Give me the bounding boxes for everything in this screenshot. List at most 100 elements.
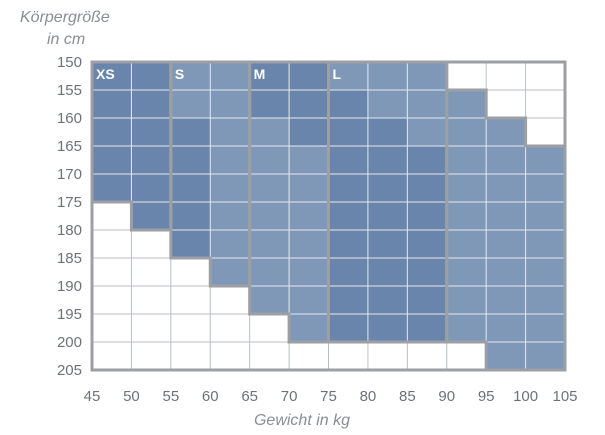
cell-xl-100-180 xyxy=(525,230,565,258)
y-tick-label: 165 xyxy=(57,138,82,155)
cell-empty-45-185 xyxy=(92,258,132,286)
cell-empty-100-155 xyxy=(525,90,565,118)
cell-empty-55-190 xyxy=(170,286,211,314)
cell-m-65-165 xyxy=(249,146,290,174)
cell-empty-60-200 xyxy=(210,342,250,370)
cell-l-85-175 xyxy=(407,202,447,230)
cell-empty-45-190 xyxy=(92,286,132,314)
cell-empty-70-200 xyxy=(289,342,329,370)
cell-m-65-185 xyxy=(249,258,290,286)
cell-m-65-180 xyxy=(249,230,290,258)
cell-xl-95-185 xyxy=(486,258,526,286)
cell-m-70-190 xyxy=(289,286,329,314)
cell-xl-100-175 xyxy=(525,202,565,230)
size-label-s: S xyxy=(175,66,184,82)
y-axis-title-line1: Körpergröße xyxy=(20,9,110,26)
size-label-xs: XS xyxy=(96,66,115,82)
size-cells xyxy=(92,62,565,370)
cell-empty-100-150 xyxy=(525,62,565,90)
cell-m-65-190 xyxy=(249,286,290,314)
cell-m-70-155 xyxy=(289,90,329,118)
cell-xl-90-155 xyxy=(446,90,487,118)
cell-m-70-150 xyxy=(289,62,329,90)
cell-xl-90-185 xyxy=(446,258,487,286)
cell-empty-45-200 xyxy=(92,342,132,370)
x-axis-title: Gewicht in kg xyxy=(254,412,350,429)
cell-xs-45-170 xyxy=(92,174,132,202)
cell-xl-90-190 xyxy=(446,286,487,314)
cell-l-75-155 xyxy=(328,90,368,118)
cell-s-60-185 xyxy=(210,258,250,286)
cell-m-70-165 xyxy=(289,146,329,174)
y-tick-label: 190 xyxy=(57,278,82,295)
x-tick-label: 90 xyxy=(438,388,455,405)
y-tick-label: 155 xyxy=(57,82,82,99)
y-axis-title-line2: in cm xyxy=(47,31,85,48)
cell-xs-50-170 xyxy=(131,174,171,202)
cell-xl-90-165 xyxy=(446,146,487,174)
cell-m-70-180 xyxy=(289,230,329,258)
cell-xl-95-160 xyxy=(486,118,526,146)
cell-empty-55-195 xyxy=(170,314,211,342)
cell-s-60-165 xyxy=(210,146,250,174)
cell-l-75-160 xyxy=(328,118,368,146)
x-tick-label: 75 xyxy=(320,388,337,405)
cell-xs-50-175 xyxy=(131,202,171,230)
cell-s-60-180 xyxy=(210,230,250,258)
cell-xl-95-180 xyxy=(486,230,526,258)
cell-l-80-175 xyxy=(367,202,408,230)
cell-xs-45-150 xyxy=(92,62,132,90)
cell-l-75-150 xyxy=(328,62,368,90)
cell-l-75-185 xyxy=(328,258,368,286)
cell-empty-65-200 xyxy=(249,342,290,370)
cell-l-80-155 xyxy=(367,90,408,118)
x-tick-label: 50 xyxy=(123,388,140,405)
cell-empty-55-185 xyxy=(170,258,211,286)
cell-l-75-195 xyxy=(328,314,368,342)
cell-s-55-180 xyxy=(170,230,211,258)
y-tick-label: 185 xyxy=(57,250,82,267)
cell-l-80-150 xyxy=(367,62,408,90)
size-labels: XS S M L xyxy=(96,66,342,82)
cell-xl-90-170 xyxy=(446,174,487,202)
cell-empty-90-150 xyxy=(446,62,487,90)
chart-frame xyxy=(90,60,567,372)
cell-l-80-170 xyxy=(367,174,408,202)
y-tick-label: 200 xyxy=(57,334,82,351)
cell-xl-90-175 xyxy=(446,202,487,230)
cell-s-60-175 xyxy=(210,202,250,230)
y-tick-label: 160 xyxy=(57,110,82,127)
cell-l-80-165 xyxy=(367,146,408,174)
y-tick-label: 205 xyxy=(57,362,82,379)
x-tick-label: 70 xyxy=(281,388,298,405)
cell-s-60-150 xyxy=(210,62,250,90)
x-tick-label: 100 xyxy=(513,388,538,405)
cell-m-70-195 xyxy=(289,314,329,342)
cell-s-55-155 xyxy=(170,90,211,118)
cell-empty-50-190 xyxy=(131,286,171,314)
cell-empty-90-200 xyxy=(446,342,487,370)
cell-m-70-185 xyxy=(289,258,329,286)
cell-l-85-185 xyxy=(407,258,447,286)
cell-empty-45-180 xyxy=(92,230,132,258)
cell-m-70-175 xyxy=(289,202,329,230)
outline-xl xyxy=(445,62,567,372)
cell-l-85-170 xyxy=(407,174,447,202)
cell-xl-95-200 xyxy=(486,342,526,370)
cell-xl-95-195 xyxy=(486,314,526,342)
cell-l-80-185 xyxy=(367,258,408,286)
cell-empty-95-155 xyxy=(486,90,526,118)
cell-l-75-170 xyxy=(328,174,368,202)
x-tick-labels: 45 50 55 60 65 70 75 80 85 90 95 100 105 xyxy=(84,388,578,405)
cell-empty-80-200 xyxy=(367,342,408,370)
cell-l-75-190 xyxy=(328,286,368,314)
cell-l-80-180 xyxy=(367,230,408,258)
cell-l-75-165 xyxy=(328,146,368,174)
cell-empty-95-150 xyxy=(486,62,526,90)
cell-xs-50-165 xyxy=(131,146,171,174)
cell-s-55-170 xyxy=(170,174,211,202)
cell-xl-95-170 xyxy=(486,174,526,202)
cell-xl-90-160 xyxy=(446,118,487,146)
cell-s-55-175 xyxy=(170,202,211,230)
